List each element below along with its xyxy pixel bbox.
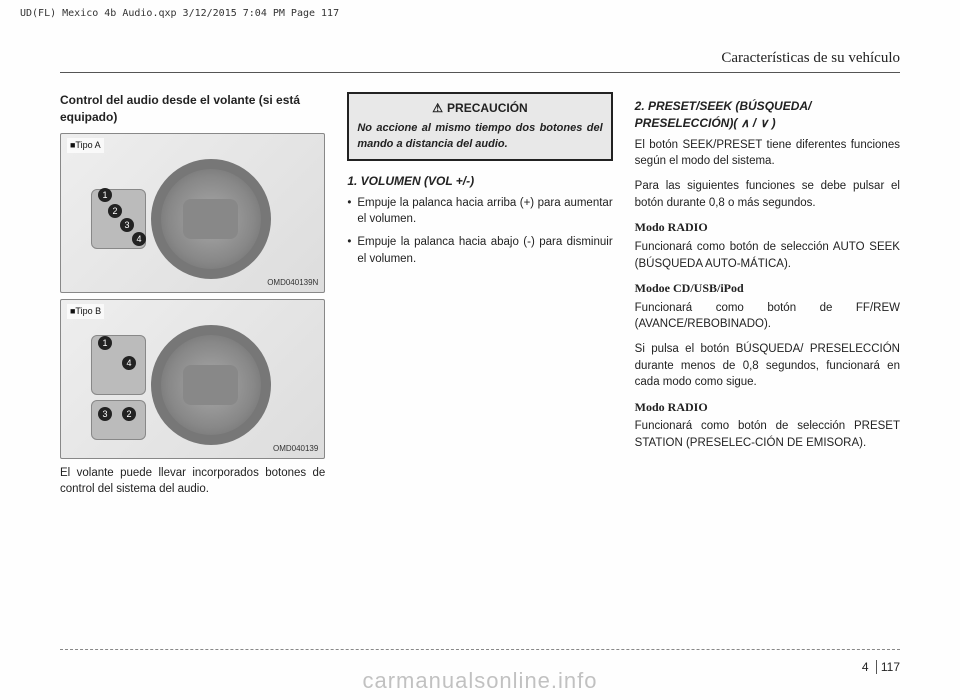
cd-heading: Modoe CD/USB/iPod xyxy=(635,280,900,297)
btn-1-icon: 1 xyxy=(98,188,112,202)
radio2-body: Funcionará como botón de selección PRESE… xyxy=(635,418,900,451)
bottom-dashed-rule xyxy=(60,649,900,650)
radio2-heading: Modo RADIO xyxy=(635,399,900,416)
caution-title: ⚠ PRECAUCIÓN xyxy=(357,100,602,117)
button-cluster-b1: 1 4 xyxy=(91,335,146,395)
volume-bullets: Empuje la palanca hacia arriba (+) para … xyxy=(347,195,612,268)
col1-body: El volante puede llevar incorporados bot… xyxy=(60,465,325,498)
btn-3-icon: 3 xyxy=(120,218,134,232)
section-title: Características de su vehículo xyxy=(721,50,900,67)
col2-sub1: 1. VOLUMEN (VOL +/-) xyxy=(347,173,612,190)
col1-heading: Control del audio desde el volante (si e… xyxy=(60,92,325,127)
page: UD(FL) Mexico 4b Audio.qxp 3/12/2015 7:0… xyxy=(0,0,960,700)
caution-title-text: PRECAUCIÓN xyxy=(447,101,528,115)
column-1: Control del audio desde el volante (si e… xyxy=(60,92,325,506)
figure-b-label: ■Tipo B xyxy=(67,304,104,319)
radio1-heading: Modo RADIO xyxy=(635,219,900,236)
column-2: ⚠ PRECAUCIÓN No accione al mismo tiempo d… xyxy=(347,92,612,506)
btn-b3-icon: 3 xyxy=(98,407,112,421)
wheel-hub-icon xyxy=(183,199,238,239)
caution-box: ⚠ PRECAUCIÓN No accione al mismo tiempo d… xyxy=(347,92,612,161)
bullet-vol-down: Empuje la palanca hacia abajo (-) para d… xyxy=(347,234,612,267)
col3-sub2: 2. PRESET/SEEK (BÚSQUEDA/ PRESELECCIÓN)(… xyxy=(635,98,900,133)
btn-b1-icon: 1 xyxy=(98,336,112,350)
caution-text: No accione al mismo tiempo dos botones d… xyxy=(357,121,602,153)
button-cluster-b2: 3 2 xyxy=(91,400,146,440)
bullet-vol-up: Empuje la palanca hacia arriba (+) para … xyxy=(347,195,612,228)
figure-tipo-a: ■Tipo A 1 2 3 4 OMD040139N xyxy=(60,133,325,293)
button-cluster-a: 1 2 3 4 xyxy=(91,189,146,249)
figure-a-label: ■Tipo A xyxy=(67,138,104,153)
wheel-hub-b-icon xyxy=(183,365,238,405)
btn-b2-icon: 2 xyxy=(122,407,136,421)
radio1-body: Funcionará como botón de selección AUTO … xyxy=(635,239,900,272)
figure-b-code: OMD040139 xyxy=(273,443,318,455)
watermark-text: carmanualsonline.info xyxy=(0,668,960,694)
warning-triangle-icon: ⚠ xyxy=(432,100,443,117)
figure-tipo-b: ■Tipo B 1 4 3 2 OMD040139 xyxy=(60,299,325,459)
top-rule xyxy=(60,72,900,73)
figure-a-code: OMD040139N xyxy=(267,277,318,289)
print-header: UD(FL) Mexico 4b Audio.qxp 3/12/2015 7:0… xyxy=(20,8,339,19)
steering-wheel-b: 1 4 3 2 xyxy=(91,325,271,445)
btn-2-icon: 2 xyxy=(108,204,122,218)
btn-b4-icon: 4 xyxy=(122,356,136,370)
col3-p1: El botón SEEK/PRESET tiene diferentes fu… xyxy=(635,137,900,170)
cd-body: Funcionará como botón de FF/REW (AVANCE/… xyxy=(635,300,900,333)
col3-p3: Si pulsa el botón BÚSQUEDA/ PRESELECCIÓN… xyxy=(635,341,900,391)
content-columns: Control del audio desde el volante (si e… xyxy=(60,92,900,506)
btn-4-icon: 4 xyxy=(132,232,146,246)
col3-p2: Para las siguientes funciones se debe pu… xyxy=(635,178,900,211)
column-3: 2. PRESET/SEEK (BÚSQUEDA/ PRESELECCIÓN)(… xyxy=(635,92,900,506)
steering-wheel-a: 1 2 3 4 xyxy=(91,159,271,279)
